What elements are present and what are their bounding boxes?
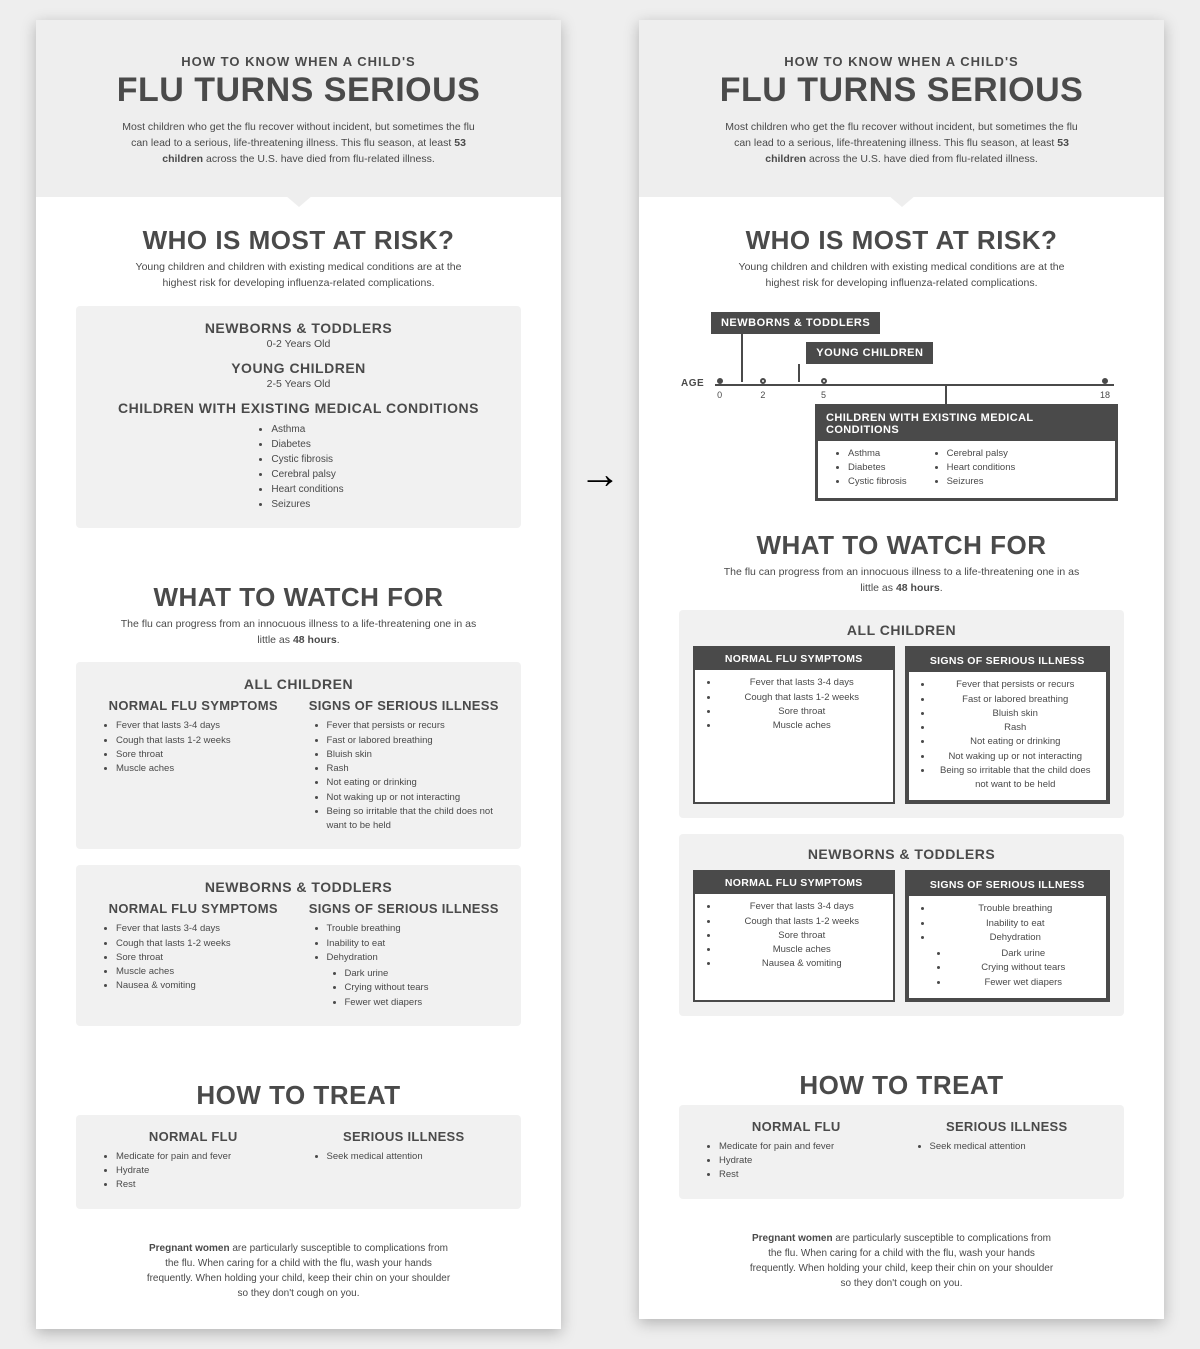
treat-heading: HOW TO TREAT	[76, 1080, 521, 1111]
footer-note: Pregnant women are particularly suscepti…	[114, 1241, 484, 1301]
axis-line	[715, 384, 1114, 386]
section-risk: WHO IS MOST AT RISK? Young children and …	[639, 197, 1164, 480]
conditions-box: CHILDREN WITH EXISTING MEDICAL CONDITION…	[815, 404, 1118, 501]
lead: Most children who get the flu recover wi…	[119, 120, 479, 167]
panel-after: HOW TO KNOW WHEN A CHILD'S FLU TURNS SER…	[639, 20, 1164, 1319]
arrow-icon: →	[579, 450, 621, 498]
watch-newborns-card: NEWBORNS & TODDLERS NORMAL FLU SYMPTOMS …	[679, 834, 1124, 1016]
callout-newborns: NEWBORNS & TODDLERS	[711, 312, 880, 334]
treat-card: NORMAL FLU Medicate for pain and feverHy…	[76, 1115, 521, 1209]
watch-heading: WHAT TO WATCH FOR	[76, 582, 521, 613]
notch-icon	[285, 195, 313, 207]
section-watch: WHAT TO WATCH FOR The flu can progress f…	[36, 554, 561, 1052]
normal-box: NORMAL FLU SYMPTOMS Fever that lasts 3-4…	[693, 870, 895, 1002]
footer-note: Pregnant women are particularly suscepti…	[717, 1231, 1087, 1291]
watch-newborns-card: NEWBORNS & TODDLERS NORMAL FLU SYMPTOMS …	[76, 865, 521, 1026]
watch-all-card: ALL CHILDREN NORMAL FLU SYMPTOMS Fever t…	[76, 662, 521, 849]
comparison-wrap: HOW TO KNOW WHEN A CHILD'S FLU TURNS SER…	[0, 20, 1200, 1329]
newborns-serious-right: Trouble breathingInability to eatDehydra…	[915, 902, 1099, 990]
header: HOW TO KNOW WHEN A CHILD'S FLU TURNS SER…	[639, 20, 1164, 197]
age-timeline: AGE NEWBORNS & TODDLERS YOUNG CHILDREN C…	[685, 312, 1118, 462]
section-risk: WHO IS MOST AT RISK? Young children and …	[36, 197, 561, 554]
risk-card: NEWBORNS & TODDLERS 0-2 Years Old YOUNG …	[76, 306, 521, 528]
newborns-serious-left: Trouble breathingInability to eatDehydra…	[305, 922, 504, 1010]
notch-icon	[888, 195, 916, 207]
section-treat: HOW TO TREAT NORMAL FLU Medicate for pai…	[36, 1052, 561, 1235]
panel-before: HOW TO KNOW WHEN A CHILD'S FLU TURNS SER…	[36, 20, 561, 1329]
header: HOW TO KNOW WHEN A CHILD'S FLU TURNS SER…	[36, 20, 561, 197]
watch-sub: The flu can progress from an innocuous i…	[119, 617, 479, 649]
normal-box: NORMAL FLU SYMPTOMS Fever that lasts 3-4…	[693, 646, 895, 804]
page-title: FLU TURNS SERIOUS	[86, 71, 511, 110]
risk-heading: WHO IS MOST AT RISK?	[76, 225, 521, 256]
section-watch: WHAT TO WATCH FOR The flu can progress f…	[639, 480, 1164, 1042]
serious-box: SIGNS OF SERIOUS ILLNESS Fever that pers…	[905, 646, 1111, 804]
kicker: HOW TO KNOW WHEN A CHILD'S	[86, 54, 511, 69]
conditions-list: AsthmaDiabetesCystic fibrosisCerebral pa…	[253, 422, 343, 512]
risk-sub: Young children and children with existin…	[119, 260, 479, 292]
watch-all-card: ALL CHILDREN NORMAL FLU SYMPTOMS Fever t…	[679, 610, 1124, 818]
callout-young: YOUNG CHILDREN	[806, 342, 933, 364]
section-treat: HOW TO TREAT NORMAL FLU Medicate for pai…	[639, 1042, 1164, 1225]
treat-card: NORMAL FLU Medicate for pain and feverHy…	[679, 1105, 1124, 1199]
serious-box: SIGNS OF SERIOUS ILLNESS Trouble breathi…	[905, 870, 1111, 1002]
